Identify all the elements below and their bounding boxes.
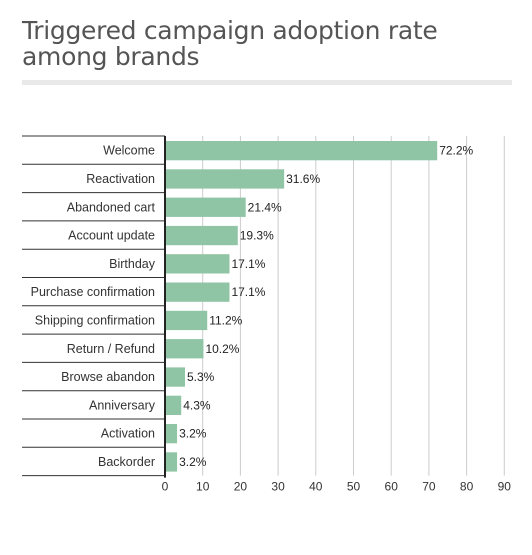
bar xyxy=(165,282,230,302)
bar xyxy=(165,197,246,217)
category-label: Abandoned cart xyxy=(67,200,156,214)
value-label: 3.2% xyxy=(179,455,207,469)
chart-title-line2: among brands xyxy=(22,42,200,71)
value-label: 17.1% xyxy=(231,285,265,299)
x-tick-label: 30 xyxy=(271,480,285,494)
category-label: Birthday xyxy=(109,257,156,271)
category-label: Account update xyxy=(68,229,155,243)
x-tick-label: 0 xyxy=(162,480,169,494)
category-label: Anniversary xyxy=(89,398,156,412)
bar xyxy=(165,141,438,161)
x-tick-label: 80 xyxy=(460,480,474,494)
bar xyxy=(165,424,178,444)
value-label: 72.2% xyxy=(439,144,473,158)
category-label: Purchase confirmation xyxy=(31,285,155,299)
category-label: Activation xyxy=(101,427,155,441)
x-tick-label: 10 xyxy=(196,480,210,494)
value-label: 31.6% xyxy=(286,172,320,186)
chart-title-line1: Triggered campaign adoption rate xyxy=(22,16,438,45)
x-tick-label: 20 xyxy=(234,480,248,494)
bar xyxy=(165,254,230,274)
value-label: 21.4% xyxy=(248,200,282,214)
category-label: Welcome xyxy=(103,144,155,158)
value-label: 10.2% xyxy=(205,342,239,356)
value-label: 5.3% xyxy=(187,370,215,384)
bar xyxy=(165,395,182,415)
category-label: Browse abandon xyxy=(61,370,155,384)
bar xyxy=(165,310,208,331)
value-label: 3.2% xyxy=(179,427,207,441)
x-tick-label: 50 xyxy=(347,480,361,494)
chart-title: Triggered campaign adoption rate among b… xyxy=(22,18,512,70)
category-label: Reactivation xyxy=(86,172,155,186)
value-label: 11.2% xyxy=(209,313,242,327)
value-label: 19.3% xyxy=(240,229,274,243)
bar xyxy=(165,367,185,387)
value-label: 4.3% xyxy=(183,398,211,412)
x-tick-label: 60 xyxy=(385,480,399,494)
value-label: 17.1% xyxy=(231,257,265,271)
bar xyxy=(165,339,204,359)
bar xyxy=(165,169,285,189)
x-tick-label: 40 xyxy=(309,480,323,494)
title-divider xyxy=(22,80,512,85)
x-tick-label: 70 xyxy=(422,480,436,494)
category-label: Shipping confirmation xyxy=(35,313,155,327)
category-label: Backorder xyxy=(98,455,155,469)
category-label: Return / Refund xyxy=(67,342,155,356)
bar xyxy=(165,452,178,472)
x-tick-label: 90 xyxy=(498,480,512,494)
bar xyxy=(165,225,238,246)
